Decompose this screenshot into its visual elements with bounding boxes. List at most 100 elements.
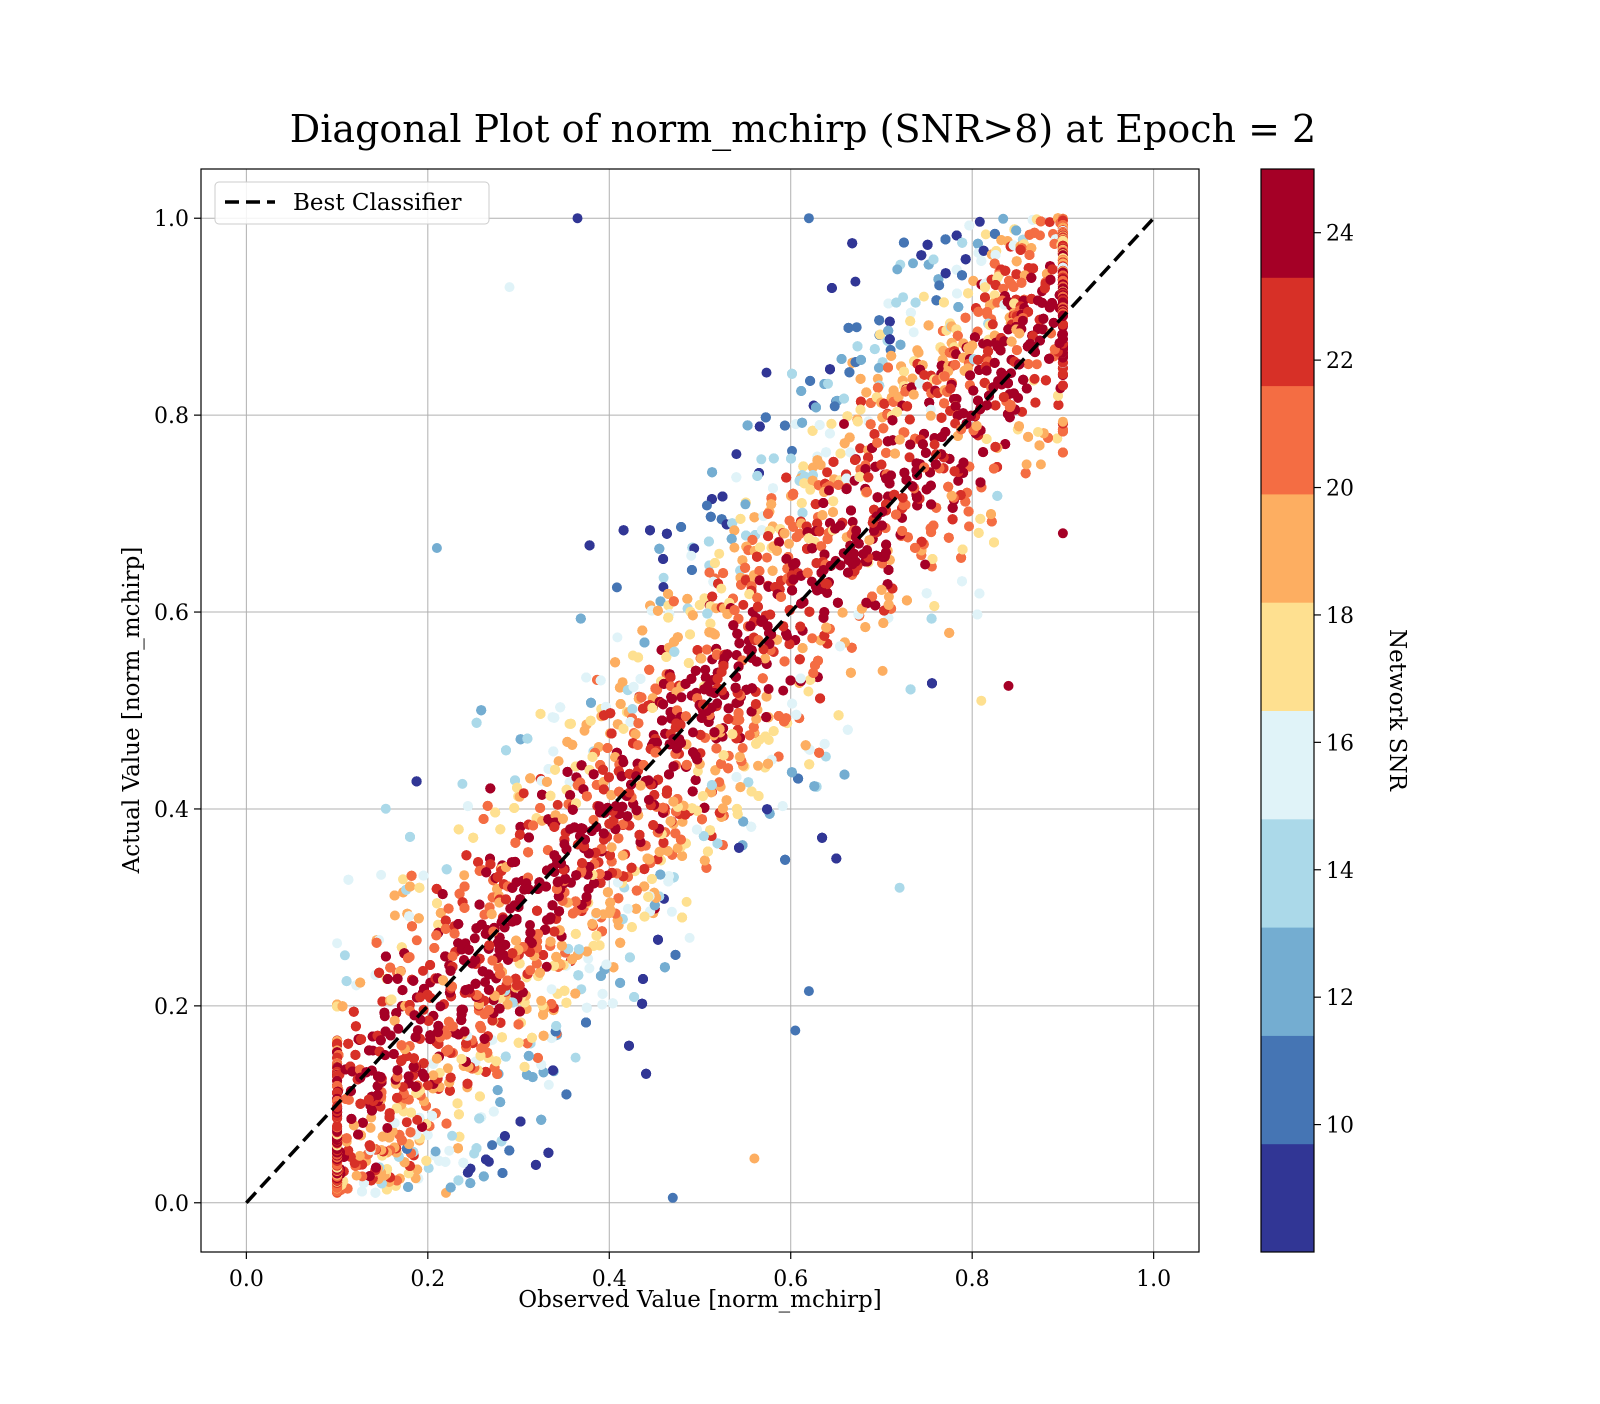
scatter-point [677,913,687,923]
scatter-point [636,674,646,684]
scatter-point [685,629,695,639]
scatter-point [343,875,353,885]
scatter-point [914,348,924,358]
scatter-point [352,1171,362,1181]
scatter-point [454,824,464,834]
scatter-point [382,1123,392,1133]
scatter-point [768,483,778,493]
scatter-point [481,867,491,877]
scatter-point [528,821,538,831]
scatter-point [468,833,478,843]
scatter-point [514,1019,524,1029]
scatter-point [370,1188,380,1198]
scatter-point [763,759,773,769]
scatter-point [516,1117,526,1127]
scatter-point [856,405,866,415]
scatter-point [671,950,681,960]
scatter-point [442,1119,452,1129]
scatter-point [735,752,745,762]
scatter-point [986,509,996,519]
scatter-point [815,693,825,703]
scatter-point [365,1140,375,1150]
scatter-point [428,1070,438,1080]
scatter-point [625,952,635,962]
scatter-point [718,492,728,502]
scatter-point [763,509,773,519]
scatter-point [1028,263,1038,273]
scatter-point [342,976,352,986]
scatter-point [371,1163,381,1173]
scatter-point [472,718,482,728]
scatter-point [414,883,424,893]
scatter-point [786,454,796,464]
scatter-point [586,716,596,726]
scatter-point [612,632,622,642]
scatter-point [685,933,695,943]
scatter-point [952,289,962,299]
scatter-point [610,657,620,667]
scatter-point [403,1182,413,1192]
scatter-point [582,1003,592,1013]
scatter-point [1021,468,1031,478]
scatter-point [474,1114,484,1124]
scatter-point [472,1143,482,1153]
scatter-point [874,315,884,325]
scatter-point [519,788,529,798]
scatter-point [929,255,939,265]
scatter-point [414,913,424,923]
scatter-point [673,843,683,853]
scatter-point [837,354,847,364]
scatter-point [406,1127,416,1137]
scatter-point [653,606,663,616]
scatter-point [924,320,934,330]
scatter-point [769,453,779,463]
scatter-point [843,725,853,735]
scatter-point [964,521,974,531]
scatter-point [480,1034,490,1044]
scatter-point [376,870,386,880]
scatter-point [627,863,637,873]
scatter-point [780,855,790,865]
scatter-point [557,941,567,951]
scatter-point [442,864,452,874]
scatter-point [870,429,880,439]
scatter-point [458,1158,468,1168]
scatter-point [992,491,1002,501]
scatter-point [660,962,670,972]
scatter-point [902,401,912,411]
scatter-point [796,386,806,396]
scatter-point [640,638,650,648]
scatter-point [718,568,728,578]
scatter-point [457,779,467,789]
scatter-point [729,543,739,553]
scatter-point [432,898,442,908]
scatter-point [670,828,680,838]
scatter-point [919,292,929,302]
scatter-point [647,874,657,884]
scatter-point [485,783,495,793]
scatter-point [504,1146,514,1156]
scatter-point [608,998,618,1008]
scatter-point [381,952,391,962]
scatter-point [340,950,350,960]
scatter-point [1058,448,1068,458]
scatter-point [632,886,642,896]
scatter-point [446,1183,456,1193]
scatter-point [551,952,561,962]
scatter-point [787,699,797,709]
scatter-point [475,1091,485,1101]
scatter-point [825,364,835,374]
scatter-point [703,847,713,857]
scatter-point [688,786,698,796]
scatter-point [419,871,429,881]
scatter-point [716,584,726,594]
scatter-point [956,553,966,563]
scatter-point [740,499,750,509]
scatter-point [878,423,888,433]
scatter-point [909,390,919,400]
scatter-point [729,525,739,535]
scatter-point [669,647,679,657]
scatter-point [975,217,985,227]
scatter-point [463,801,473,811]
scatter-point [514,1038,524,1048]
